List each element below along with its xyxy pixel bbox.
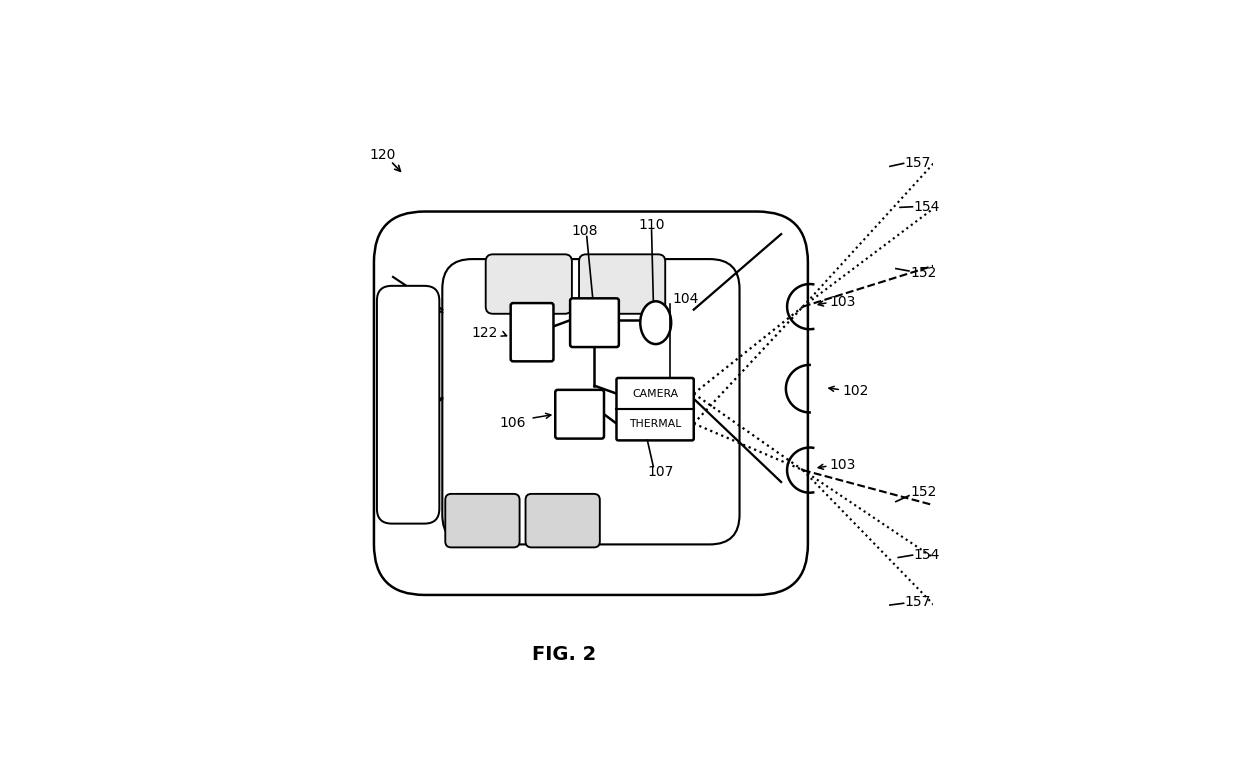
FancyBboxPatch shape [511, 303, 553, 361]
FancyBboxPatch shape [579, 254, 665, 313]
FancyBboxPatch shape [526, 494, 600, 547]
FancyBboxPatch shape [570, 298, 619, 347]
Ellipse shape [640, 301, 671, 344]
FancyBboxPatch shape [616, 378, 693, 440]
Text: 152: 152 [910, 485, 936, 499]
Text: 104: 104 [672, 292, 698, 306]
Text: 154: 154 [914, 547, 940, 561]
Text: 107: 107 [647, 465, 673, 479]
Text: 152: 152 [910, 266, 936, 279]
FancyBboxPatch shape [374, 212, 808, 595]
Text: 102: 102 [842, 384, 869, 398]
Text: 110: 110 [639, 218, 665, 232]
Text: THERMAL: THERMAL [629, 418, 681, 428]
Text: 103: 103 [830, 459, 857, 472]
Text: 157: 157 [905, 156, 931, 170]
Text: 106: 106 [498, 415, 526, 429]
Text: 120: 120 [370, 148, 396, 162]
Text: 157: 157 [905, 595, 931, 609]
FancyBboxPatch shape [443, 259, 739, 544]
Text: 154: 154 [914, 200, 940, 214]
FancyBboxPatch shape [486, 254, 572, 313]
Text: 103: 103 [830, 296, 857, 310]
Text: CAMERA: CAMERA [632, 388, 678, 398]
Text: FIG. 2: FIG. 2 [532, 645, 596, 664]
FancyBboxPatch shape [556, 390, 604, 438]
Text: 108: 108 [572, 224, 598, 238]
FancyBboxPatch shape [377, 286, 439, 523]
Text: 122: 122 [471, 327, 497, 340]
FancyBboxPatch shape [445, 494, 520, 547]
